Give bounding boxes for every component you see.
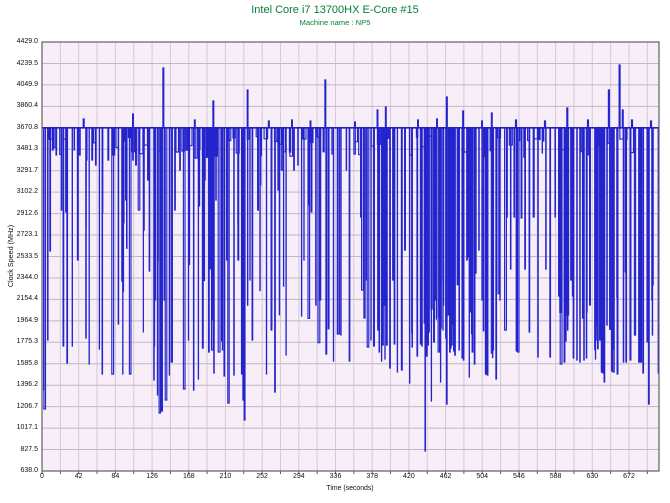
svg-text:Clock Speed (MHz): Clock Speed (MHz) (6, 225, 15, 287)
